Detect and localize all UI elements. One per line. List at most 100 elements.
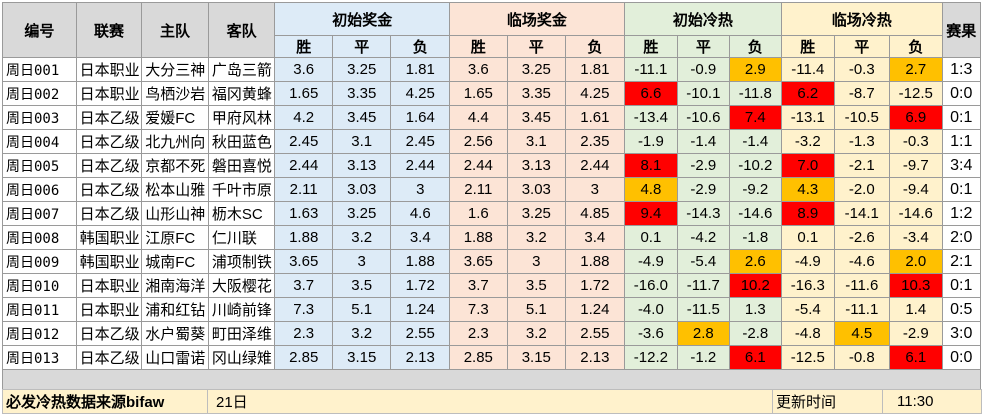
live-odds-draw: 3.35 (506, 81, 567, 106)
live-odds-draw: 5.1 (506, 297, 567, 322)
table-row: 周日012 日本乙级 水户蜀葵 町田泽维 2.3 3.2 2.55 2.3 3.2 2.55 -3.… (2, 321, 982, 346)
live-odds-lose: 3.4 (565, 225, 625, 250)
table-row: 周日002 日本职业 鸟栖沙岩 福冈黄蜂 1.65 3.35 4.25 1.65 3.35 4.2… (2, 81, 982, 106)
live-odds-draw: 3.15 (506, 345, 567, 370)
live-heat-lose: 6.1 (889, 345, 943, 370)
initial-odds-draw: 3.13 (331, 153, 392, 178)
league-name: 日本乙级 (75, 153, 143, 178)
away-team: 浦项制铁 (207, 249, 276, 274)
home-team: 浦和红钻 (141, 297, 209, 322)
live-heat-draw: -2.6 (833, 225, 891, 250)
league-name: 日本职业 (75, 273, 143, 298)
initial-odds-draw: 3.1 (331, 129, 392, 154)
initial-odds-draw: 3.35 (331, 81, 392, 106)
header-live-odds: 临场奖金 (449, 2, 625, 36)
live-odds-win: 2.85 (449, 345, 508, 370)
live-odds-lose: 1.24 (565, 297, 625, 322)
match-id: 周日013 (2, 345, 77, 370)
sub-draw: 平 (677, 35, 730, 58)
initial-heat-lose: 7.4 (728, 105, 783, 130)
initial-odds-draw: 3.03 (331, 177, 392, 202)
match-id: 周日001 (2, 57, 77, 82)
live-odds-draw: 3.45 (506, 105, 567, 130)
home-team: 山口雷诺 (141, 345, 209, 370)
initial-odds-win: 2.44 (274, 153, 333, 178)
odds-heat-table: 编号 联赛 主队 客队 初始奖金 临场奖金 初始冷热 临场冷热 赛果 胜 平 负… (2, 2, 982, 392)
initial-heat-win: 9.4 (623, 201, 679, 226)
initial-heat-win: -12.2 (623, 345, 679, 370)
initial-odds-lose: 1.81 (390, 57, 451, 82)
table-row: 周日011 日本职业 浦和红钻 川崎前锋 7.3 5.1 1.24 7.3 5.1 1.24 -4.… (2, 297, 982, 322)
away-team: 冈山绿雉 (207, 345, 276, 370)
source-label: 必发冷热数据来源bifaw (2, 389, 208, 414)
live-heat-draw: -2.0 (833, 177, 891, 202)
table-row: 周日008 韩国职业 江原FC 仁川联 1.88 3.2 3.4 1.88 3.2 3.4 0.1-… (2, 225, 982, 250)
live-heat-draw: -4.6 (833, 249, 891, 274)
initial-heat-lose: 1.3 (728, 297, 783, 322)
table-row: 周日013 日本乙级 山口雷诺 冈山绿雉 2.85 3.15 2.13 2.85 3.15 2.1… (2, 345, 982, 370)
match-result: 2:0 (941, 225, 982, 250)
live-heat-draw: -14.1 (833, 201, 891, 226)
match-result: 3:4 (941, 153, 982, 178)
match-id: 周日011 (2, 297, 77, 322)
initial-odds-draw: 3 (331, 249, 392, 274)
initial-heat-draw: -5.4 (677, 249, 730, 274)
initial-odds-draw: 3.45 (331, 105, 392, 130)
initial-odds-draw: 3.25 (331, 201, 392, 226)
initial-odds-lose: 2.13 (390, 345, 451, 370)
match-result: 0:1 (941, 177, 982, 202)
live-heat-win: -12.5 (781, 345, 835, 370)
table-row: 周日004 日本乙级 北九州向 秋田蓝色 2.45 3.1 2.45 2.56 3.1 2.35-… (2, 129, 982, 154)
header-initial-odds: 初始奖金 (274, 2, 451, 36)
initial-odds-lose: 4.6 (390, 201, 451, 226)
live-heat-win: 7.0 (781, 153, 835, 178)
header-live-heat: 临场冷热 (781, 2, 943, 36)
match-result: 0:1 (941, 273, 982, 298)
match-id: 周日009 (2, 249, 77, 274)
initial-heat-lose: -9.2 (728, 177, 783, 202)
initial-heat-draw: -10.6 (677, 105, 730, 130)
live-odds-lose: 1.81 (565, 57, 625, 82)
sub-win: 胜 (274, 35, 333, 58)
sub-lose: 负 (390, 35, 451, 58)
initial-heat-win: -4.0 (623, 297, 679, 322)
live-heat-lose: -9.7 (889, 153, 943, 178)
live-heat-draw: -11.6 (833, 273, 891, 298)
initial-odds-win: 7.3 (274, 297, 333, 322)
match-result: 3:0 (941, 321, 982, 346)
live-odds-win: 3.65 (449, 249, 508, 274)
initial-heat-win: -13.4 (623, 105, 679, 130)
league-name: 日本乙级 (75, 201, 143, 226)
table-row: 周日005 日本乙级 京都不死 磐田喜悦 2.44 3.13 2.44 2.44 3.13 2.4… (2, 153, 982, 178)
initial-heat-draw: 2.8 (677, 321, 730, 346)
live-odds-win: 1.65 (449, 81, 508, 106)
initial-heat-draw: -2.9 (677, 153, 730, 178)
away-team: 町田泽维 (207, 321, 276, 346)
initial-odds-win: 2.11 (274, 177, 333, 202)
home-team: 湘南海洋 (141, 273, 209, 298)
initial-odds-lose: 1.24 (390, 297, 451, 322)
away-team: 仁川联 (207, 225, 276, 250)
home-team: 大分三神 (141, 57, 209, 82)
home-team: 城南FC (141, 249, 209, 274)
home-team: 江原FC (141, 225, 209, 250)
initial-heat-draw: -2.9 (677, 177, 730, 202)
league-name: 日本乙级 (75, 345, 143, 370)
live-heat-draw: -2.1 (833, 153, 891, 178)
live-heat-win: -3.2 (781, 129, 835, 154)
away-team: 甲府风林 (207, 105, 276, 130)
live-odds-lose: 1.61 (565, 105, 625, 130)
initial-odds-win: 4.2 (274, 105, 333, 130)
initial-odds-draw: 3.25 (331, 57, 392, 82)
initial-heat-lose: -10.2 (728, 153, 783, 178)
initial-heat-win: 4.8 (623, 177, 679, 202)
initial-odds-win: 3.6 (274, 57, 333, 82)
league-name: 日本乙级 (75, 129, 143, 154)
update-time-label: 更新时间 (772, 389, 883, 414)
live-heat-win: -5.4 (781, 297, 835, 322)
live-heat-draw: -8.7 (833, 81, 891, 106)
table-row: 周日010 日本职业 湘南海洋 大阪樱花 3.7 3.5 1.72 3.7 3.5 1.72 -16… (2, 273, 982, 298)
match-result: 1:1 (941, 129, 982, 154)
initial-heat-lose: 6.1 (728, 345, 783, 370)
header-id: 编号 (2, 2, 77, 58)
